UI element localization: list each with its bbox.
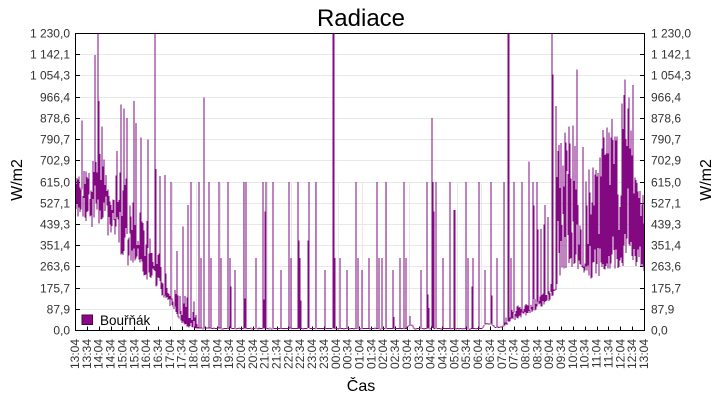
svg-text:10:34: 10:34 — [578, 339, 592, 369]
svg-text:18:34: 18:34 — [198, 339, 212, 369]
svg-text:07:34: 07:34 — [507, 339, 521, 369]
svg-text:790,7: 790,7 — [40, 133, 70, 147]
svg-text:23:04: 23:04 — [305, 339, 319, 369]
svg-text:06:04: 06:04 — [471, 339, 485, 369]
svg-text:08:04: 08:04 — [518, 339, 532, 369]
svg-text:351,4: 351,4 — [40, 239, 70, 253]
svg-text:00:34: 00:34 — [341, 339, 355, 369]
svg-text:03:04: 03:04 — [400, 339, 414, 369]
svg-text:527,1: 527,1 — [651, 197, 681, 211]
svg-text:18:04: 18:04 — [187, 339, 201, 369]
svg-text:02:04: 02:04 — [376, 339, 390, 369]
svg-text:1 054,3: 1 054,3 — [651, 69, 691, 83]
svg-text:16:04: 16:04 — [139, 339, 153, 369]
svg-text:878,6: 878,6 — [651, 112, 681, 126]
svg-text:00:04: 00:04 — [329, 339, 343, 369]
svg-text:1 230,0: 1 230,0 — [651, 27, 691, 41]
svg-text:0,0: 0,0 — [651, 324, 668, 338]
svg-text:87,9: 87,9 — [651, 303, 675, 317]
svg-text:263,6: 263,6 — [651, 260, 681, 274]
svg-text:W/m2: W/m2 — [9, 159, 26, 201]
svg-text:702,9: 702,9 — [651, 154, 681, 168]
svg-text:439,3: 439,3 — [651, 218, 681, 232]
svg-text:1 142,1: 1 142,1 — [30, 48, 70, 62]
svg-text:13:34: 13:34 — [80, 339, 94, 369]
svg-text:1 054,3: 1 054,3 — [30, 69, 70, 83]
svg-text:21:04: 21:04 — [258, 339, 272, 369]
svg-text:878,6: 878,6 — [40, 112, 70, 126]
svg-text:702,9: 702,9 — [40, 154, 70, 168]
svg-text:11:04: 11:04 — [590, 339, 604, 368]
svg-text:615,0: 615,0 — [40, 176, 70, 190]
svg-text:23:34: 23:34 — [317, 339, 331, 369]
svg-text:19:04: 19:04 — [210, 339, 224, 369]
svg-text:966,4: 966,4 — [40, 91, 70, 105]
svg-text:966,4: 966,4 — [651, 91, 681, 105]
svg-text:02:34: 02:34 — [388, 339, 402, 369]
svg-text:03:34: 03:34 — [412, 339, 426, 369]
svg-text:Čas: Čas — [347, 376, 375, 395]
svg-text:14:04: 14:04 — [92, 339, 106, 369]
svg-text:14:34: 14:34 — [104, 339, 118, 369]
svg-text:04:04: 04:04 — [424, 339, 438, 369]
svg-text:10:04: 10:04 — [566, 339, 580, 369]
svg-text:439,3: 439,3 — [40, 218, 70, 232]
svg-text:17:04: 17:04 — [163, 339, 177, 369]
svg-text:527,1: 527,1 — [40, 197, 70, 211]
svg-text:11:34: 11:34 — [601, 339, 615, 368]
svg-text:09:04: 09:04 — [542, 339, 556, 369]
svg-text:W/m2: W/m2 — [698, 159, 715, 201]
svg-text:22:04: 22:04 — [281, 339, 295, 369]
svg-text:22:34: 22:34 — [293, 339, 307, 369]
svg-text:06:34: 06:34 — [483, 339, 497, 369]
svg-text:08:34: 08:34 — [530, 339, 544, 369]
svg-text:12:34: 12:34 — [625, 339, 639, 369]
svg-text:01:34: 01:34 — [364, 339, 378, 369]
svg-text:20:34: 20:34 — [246, 339, 260, 369]
svg-text:13:04: 13:04 — [637, 339, 651, 369]
svg-text:175,7: 175,7 — [651, 282, 681, 296]
svg-text:09:34: 09:34 — [554, 339, 568, 369]
svg-text:1 230,0: 1 230,0 — [30, 27, 70, 41]
svg-text:04:34: 04:34 — [435, 339, 449, 369]
svg-text:615,0: 615,0 — [651, 176, 681, 190]
svg-text:17:34: 17:34 — [175, 339, 189, 369]
svg-text:15:34: 15:34 — [127, 339, 141, 369]
svg-text:05:04: 05:04 — [447, 339, 461, 369]
svg-text:790,7: 790,7 — [651, 133, 681, 147]
svg-text:13:04: 13:04 — [68, 339, 82, 369]
svg-text:16:34: 16:34 — [151, 339, 165, 369]
svg-text:Bouřňák: Bouřňák — [100, 313, 151, 328]
svg-text:87,9: 87,9 — [47, 303, 71, 317]
svg-text:351,4: 351,4 — [651, 239, 681, 253]
svg-text:07:04: 07:04 — [495, 339, 509, 369]
svg-text:20:04: 20:04 — [234, 339, 248, 369]
svg-text:175,7: 175,7 — [40, 282, 70, 296]
svg-text:0,0: 0,0 — [53, 324, 70, 338]
svg-text:263,6: 263,6 — [40, 260, 70, 274]
svg-text:Radiace: Radiace — [317, 5, 405, 32]
svg-text:12:04: 12:04 — [613, 339, 627, 369]
svg-text:21:34: 21:34 — [270, 339, 284, 369]
svg-text:01:04: 01:04 — [353, 339, 367, 369]
svg-text:15:04: 15:04 — [115, 339, 129, 369]
svg-text:05:34: 05:34 — [459, 339, 473, 369]
svg-text:1 142,1: 1 142,1 — [651, 48, 691, 62]
svg-text:19:34: 19:34 — [222, 339, 236, 369]
